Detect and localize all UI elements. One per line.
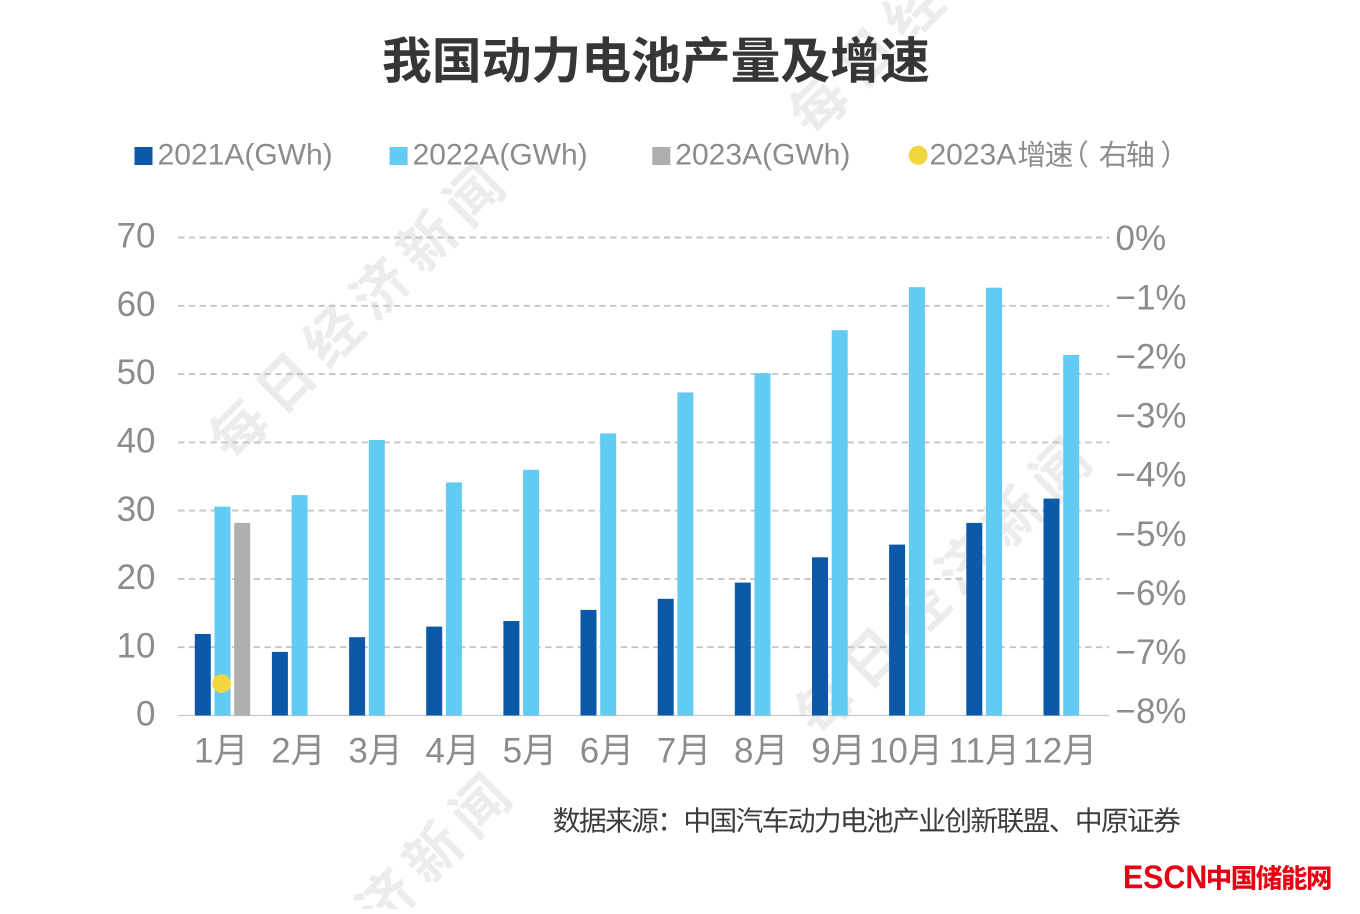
svg-text:−6%: −6% [1116,574,1187,613]
svg-text:−5%: −5% [1116,515,1187,554]
svg-text:20: 20 [117,558,156,597]
svg-text:3: 3 [348,732,367,771]
svg-text:70: 70 [117,217,156,256]
svg-text:−1%: −1% [1116,278,1187,317]
svg-text:−4%: −4% [1116,456,1187,495]
svg-text:8: 8 [734,732,753,771]
svg-text:0%: 0% [1116,219,1167,258]
svg-text:2: 2 [271,732,290,771]
svg-text:0: 0 [136,695,155,734]
svg-text:10: 10 [869,732,908,771]
svg-text:6: 6 [580,732,599,771]
svg-text:−7%: −7% [1116,633,1187,672]
svg-text:4: 4 [425,732,444,771]
svg-text:2023A(GWh): 2023A(GWh) [675,139,850,172]
svg-text:40: 40 [117,422,156,461]
svg-text:2023A: 2023A [930,139,1017,172]
svg-text:30: 30 [117,490,156,529]
svg-text:−2%: −2% [1116,337,1187,376]
svg-text:−8%: −8% [1116,692,1187,731]
svg-text:2022A(GWh): 2022A(GWh) [413,139,588,172]
svg-text:1: 1 [194,732,213,771]
svg-text:10: 10 [117,626,156,665]
svg-text:2021A(GWh): 2021A(GWh) [158,139,333,172]
svg-text:9: 9 [811,732,830,771]
svg-text:7: 7 [657,732,676,771]
svg-text:−3%: −3% [1116,397,1187,436]
svg-text:11: 11 [949,732,985,771]
svg-text:12: 12 [1023,732,1062,771]
svg-text:50: 50 [117,353,156,392]
svg-text:60: 60 [117,285,156,324]
svg-text:5: 5 [503,732,522,771]
